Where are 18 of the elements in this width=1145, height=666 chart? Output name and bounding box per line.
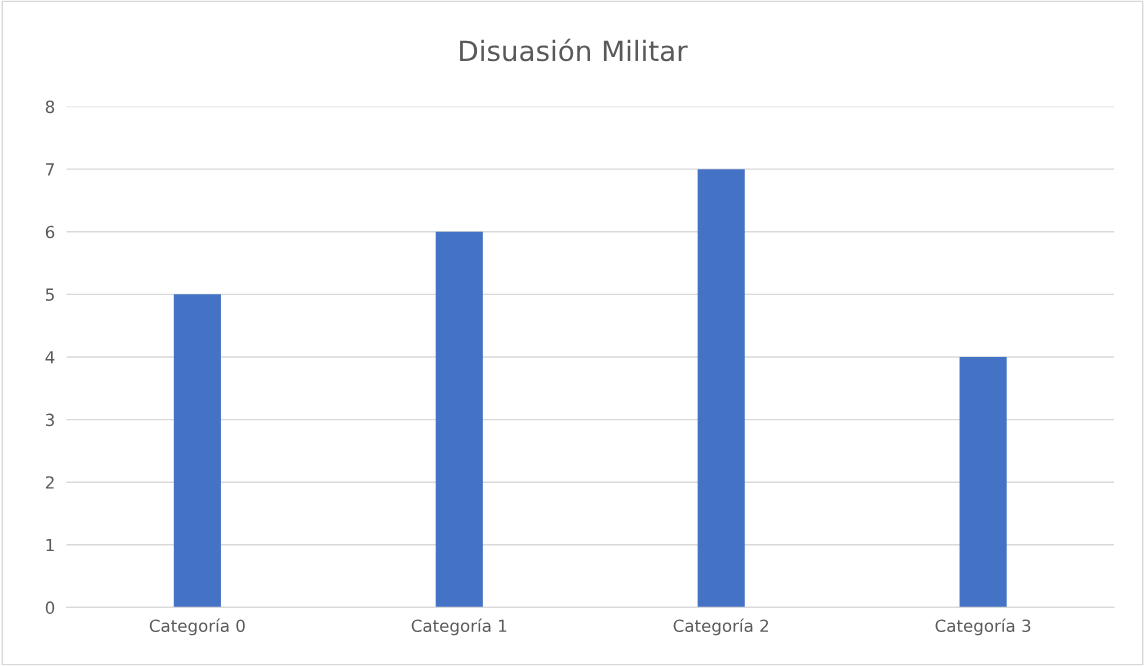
y-tick-label: 8	[45, 100, 55, 114]
bar	[435, 231, 483, 608]
y-tick-label: 0	[45, 601, 55, 614]
chart-title: Disuasión Militar	[460, 38, 688, 62]
y-tick-label: 2	[45, 476, 54, 489]
x-tick-label: Categoría 2	[673, 618, 769, 636]
y-tick-label: 7	[46, 163, 54, 176]
y-tick-label: 6	[45, 225, 55, 239]
y-tick-label: 5	[45, 288, 54, 301]
x-tick-label: Categoría 0	[149, 618, 245, 636]
bar	[959, 356, 1007, 608]
y-tick-label: 4	[45, 351, 55, 364]
y-tick-label: 3	[45, 413, 54, 427]
x-tick-label: Categoría 1	[411, 618, 507, 636]
y-tick-label: 1	[46, 538, 54, 552]
x-tick-label: Categoría 3	[935, 618, 1031, 636]
bar	[697, 169, 745, 608]
bar	[173, 294, 221, 608]
